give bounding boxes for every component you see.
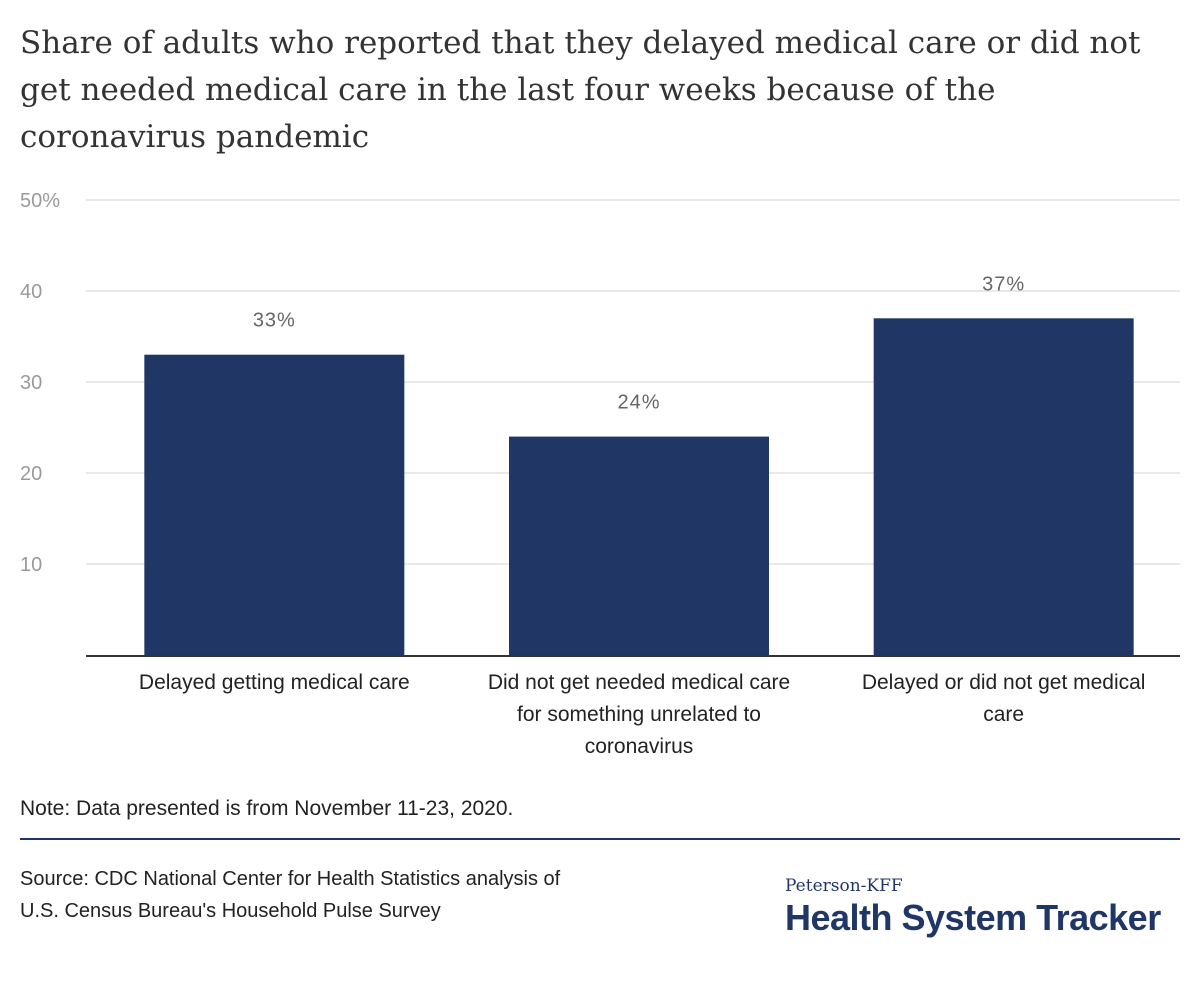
x-category-label: Did not get needed medical care for some… (487, 671, 791, 758)
x-category-label: Delayed getting medical care (138, 671, 410, 694)
logo-top-text: Peterson-KFF (785, 876, 903, 896)
bar-value-label: 33% (253, 310, 296, 332)
peterson-kff-logo: Peterson-KFF Health System Tracker (785, 876, 1180, 940)
logo-main-text: Health System Tracker (785, 897, 1161, 938)
bar-value-label: 37% (982, 273, 1025, 295)
y-tick-label: 10 (20, 554, 42, 576)
x-category-label: Delayed or did not get medical care (861, 671, 1146, 726)
footer-divider (20, 838, 1180, 840)
bar (144, 354, 405, 655)
source-line-2: U.S. Census Bureau's Household Pulse Sur… (20, 900, 441, 922)
y-tick-label: 40 (20, 281, 42, 303)
data-labels: 33% 24% 37% (253, 273, 1025, 414)
y-tick-label: 30 (20, 372, 42, 394)
bar (509, 436, 769, 655)
chart-note: Note: Data presented is from November 11… (20, 797, 514, 820)
y-tick-label: 20 (20, 463, 42, 485)
bars (144, 318, 1134, 655)
chart-title: Share of adults who reported that they d… (20, 25, 1141, 155)
y-axis-tick-labels: 10 20 30 40 50% (20, 190, 60, 576)
source-line-1: Source: CDC National Center for Health S… (20, 868, 561, 890)
chart-source: Source: CDC National Center for Health S… (20, 863, 720, 927)
bar (873, 318, 1134, 655)
y-tick-label: 50% (20, 190, 60, 212)
bar-value-label: 24% (617, 392, 660, 414)
